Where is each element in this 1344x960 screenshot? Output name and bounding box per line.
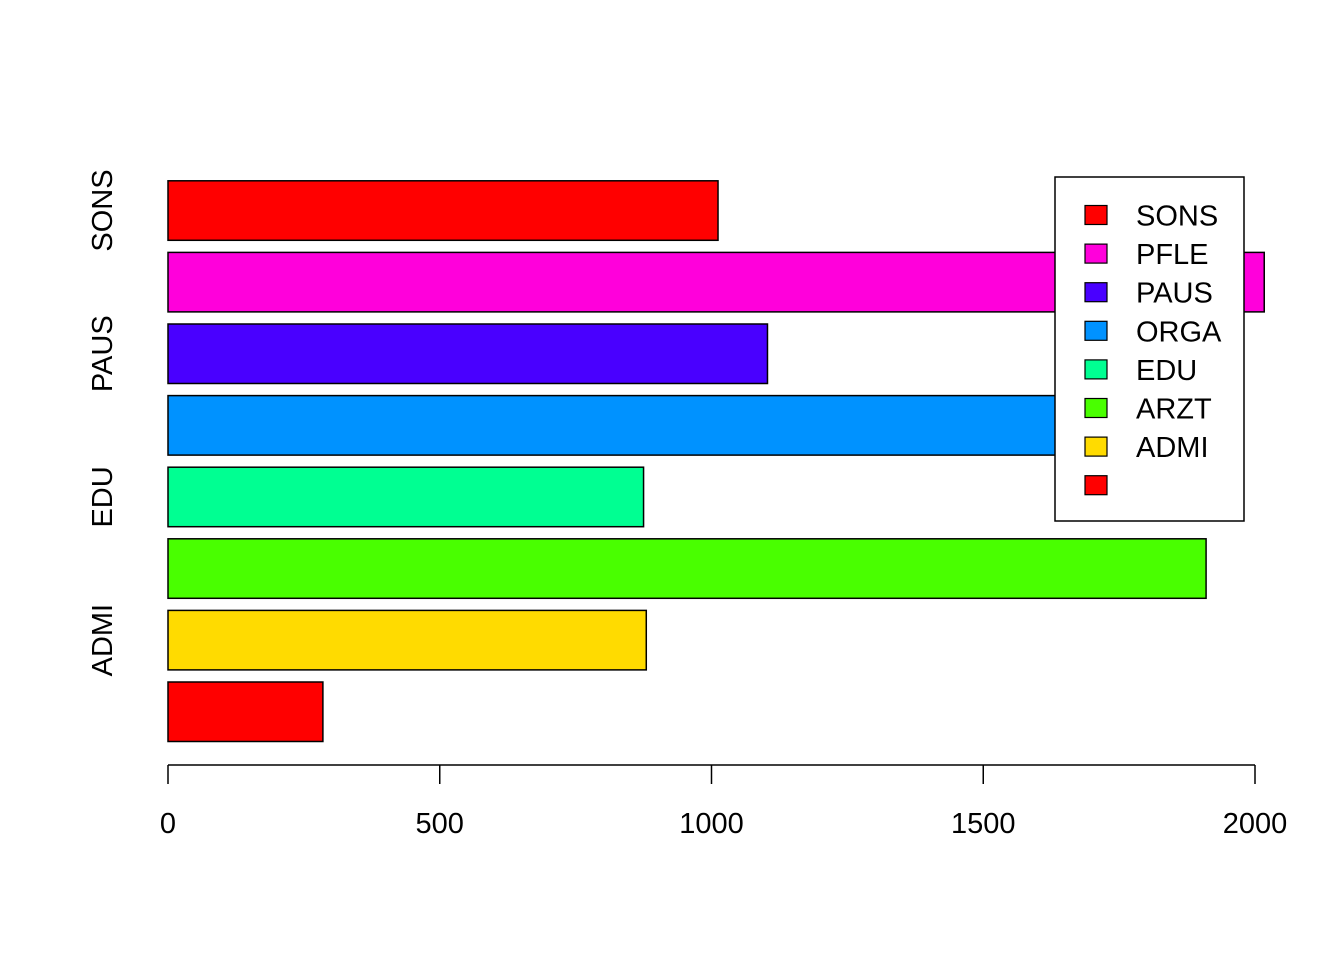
legend-label-pfle: PFLE [1136, 239, 1209, 271]
legend-swatch [1084, 204, 1108, 226]
legend-box [1054, 176, 1245, 522]
legend-label-paus: PAUS [1136, 278, 1213, 310]
x-tick-label: 500 [416, 808, 464, 840]
x-tick-label: 0 [160, 808, 176, 840]
legend-swatch [1084, 475, 1108, 496]
legend-label-admi: ADMI [1136, 432, 1209, 464]
bar-sons [167, 180, 719, 242]
bar-admi [167, 609, 648, 671]
x-tick-label: 1500 [951, 808, 1016, 840]
y-tick-label-sons: SONS [87, 169, 119, 251]
y-tick-label-edu: EDU [87, 466, 119, 527]
y-tick-label-admi: ADMI [87, 604, 119, 677]
x-axis: 0 500 1000 1500 2000 [160, 764, 1288, 840]
x-tick-label: 2000 [1223, 808, 1288, 840]
bar-paus [167, 323, 769, 385]
legend-swatch [1084, 243, 1108, 264]
bar-orga [167, 394, 1058, 456]
x-tick-label: 1000 [679, 808, 744, 840]
bar-edu [167, 466, 645, 528]
bar-arzt [167, 538, 1207, 600]
legend-label-edu: EDU [1136, 355, 1197, 387]
legend-swatch [1084, 282, 1108, 303]
legend-swatch [1084, 397, 1108, 419]
legend-label-arzt: ARZT [1136, 394, 1212, 426]
legend-swatch [1084, 359, 1108, 380]
legend-swatch [1084, 436, 1108, 457]
legend: SONS PFLE PAUS ORGA EDU ARZT ADMI [1054, 176, 1245, 522]
y-tick-label-paus: PAUS [87, 315, 119, 392]
bar-unlabeled [167, 681, 324, 743]
legend-swatch [1084, 320, 1108, 341]
legend-label-orga: ORGA [1136, 316, 1222, 348]
y-axis-labels: ADMI EDU PAUS SONS [87, 169, 119, 676]
legend-label-sons: SONS [1136, 201, 1218, 233]
